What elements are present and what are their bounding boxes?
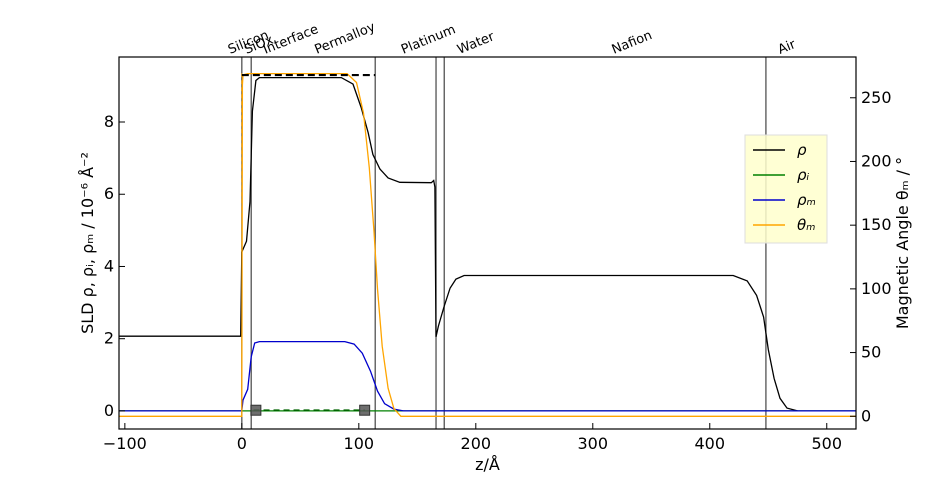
series-line-2 [119, 340, 856, 412]
x-axis-label: z/Å [475, 455, 500, 474]
x-tick-label: 500 [811, 434, 842, 453]
legend-entry: ρₘ [797, 191, 816, 209]
x-tick-label: 200 [461, 434, 492, 453]
series-line-3 [119, 72, 856, 417]
layer-boundaries [241, 57, 767, 429]
control-point-marker [359, 404, 371, 416]
layer-label: Air [776, 37, 799, 58]
x-tick-label: −100 [103, 434, 147, 453]
legend-entry: θₘ [797, 216, 816, 234]
y-tick-label: 4 [104, 256, 114, 275]
axis-ticks: −100 0 100 200 300 400 500 0 2 4 6 8 0 50 100 150 200 250 [103, 88, 892, 453]
x-tick-label: 100 [344, 434, 375, 453]
x-tick-label: 400 [694, 434, 725, 453]
series-line-0 [119, 76, 798, 412]
layer-label: Nafion [610, 28, 655, 58]
y-axis-label: SLD ρ, ρᵢ, ρₘ / 10⁻⁶ Å⁻² [78, 152, 97, 334]
y2-axis-label: Magnetic Angle θₘ / ° [893, 157, 912, 329]
layer-label: Water [455, 29, 497, 58]
y2-tick-label: 100 [861, 279, 892, 298]
x-tick-label: 300 [578, 434, 609, 453]
layer-label: Permalloy [313, 20, 378, 58]
fit-markers [241, 73, 376, 416]
y2-tick-label: 150 [861, 215, 892, 234]
plot-frame [118, 56, 857, 430]
layer-label: Interface [261, 22, 321, 58]
y-tick-label: 8 [104, 112, 114, 131]
y-tick-label: 2 [104, 329, 114, 348]
y2-tick-label: 50 [861, 343, 881, 362]
series-group [119, 72, 856, 417]
legend: ρ ρᵢ ρₘ θₘ [744, 134, 828, 244]
y-tick-label: 6 [104, 184, 114, 203]
y2-tick-label: 250 [861, 88, 892, 107]
y-tick-label: 0 [104, 401, 114, 420]
x-tick-label: 0 [237, 434, 247, 453]
legend-entry: ρᵢ [797, 166, 810, 184]
y2-tick-label: 0 [861, 406, 871, 425]
layer-label: Platinum [399, 22, 458, 57]
control-point-marker [250, 404, 262, 416]
y2-tick-label: 200 [861, 151, 892, 170]
legend-entry: ρ [797, 141, 807, 159]
